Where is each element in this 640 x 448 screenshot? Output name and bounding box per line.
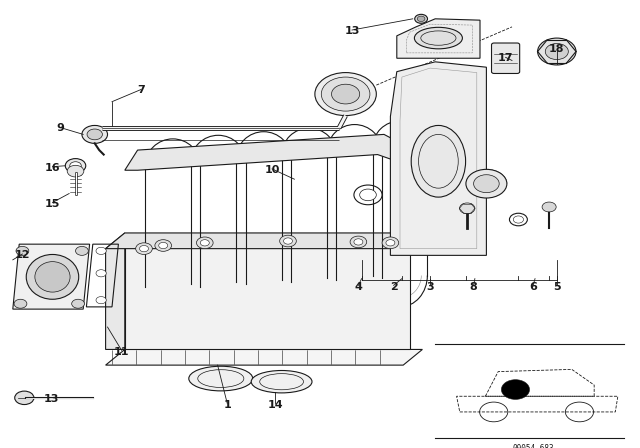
Text: 4: 4: [355, 282, 362, 292]
Ellipse shape: [189, 366, 253, 391]
Circle shape: [96, 270, 106, 277]
Polygon shape: [106, 233, 410, 249]
Circle shape: [321, 77, 370, 111]
Ellipse shape: [412, 125, 466, 197]
Circle shape: [354, 239, 363, 245]
Circle shape: [386, 240, 395, 246]
Circle shape: [96, 297, 106, 304]
Circle shape: [460, 203, 475, 214]
Text: 9: 9: [57, 123, 65, 133]
Polygon shape: [125, 233, 410, 349]
Circle shape: [14, 299, 27, 308]
Circle shape: [466, 169, 507, 198]
Circle shape: [16, 246, 29, 255]
Circle shape: [140, 246, 148, 252]
Circle shape: [96, 247, 106, 254]
Circle shape: [382, 237, 399, 249]
Polygon shape: [106, 233, 125, 349]
Text: 11: 11: [114, 347, 129, 357]
Circle shape: [87, 129, 102, 140]
Polygon shape: [397, 19, 480, 58]
Polygon shape: [390, 62, 486, 255]
Circle shape: [159, 242, 168, 249]
Ellipse shape: [26, 254, 79, 299]
Circle shape: [542, 202, 556, 212]
Circle shape: [332, 84, 360, 104]
Circle shape: [417, 16, 425, 22]
Ellipse shape: [415, 27, 463, 49]
Circle shape: [280, 235, 296, 247]
Text: 15: 15: [45, 199, 60, 209]
Circle shape: [513, 216, 524, 223]
Polygon shape: [13, 244, 90, 309]
FancyBboxPatch shape: [401, 220, 428, 246]
Circle shape: [82, 125, 108, 143]
Text: 6: 6: [529, 282, 537, 292]
Text: 5: 5: [553, 282, 561, 292]
Circle shape: [70, 162, 81, 170]
Text: 2: 2: [390, 282, 397, 292]
Circle shape: [538, 38, 576, 65]
Circle shape: [200, 240, 209, 246]
Circle shape: [415, 14, 428, 23]
Circle shape: [474, 175, 499, 193]
Circle shape: [350, 236, 367, 248]
Text: 13: 13: [344, 26, 360, 36]
Text: 13: 13: [44, 394, 59, 404]
Circle shape: [196, 237, 213, 249]
Text: 17: 17: [498, 53, 513, 63]
Text: 12: 12: [15, 250, 30, 260]
Ellipse shape: [252, 370, 312, 393]
Text: 10: 10: [264, 165, 280, 175]
Text: 18: 18: [549, 44, 564, 54]
Polygon shape: [106, 349, 422, 365]
Text: 00054-683: 00054-683: [513, 444, 554, 448]
Circle shape: [501, 380, 529, 400]
Circle shape: [545, 43, 568, 60]
Polygon shape: [125, 134, 410, 170]
Circle shape: [315, 73, 376, 116]
Circle shape: [72, 299, 84, 308]
Text: 14: 14: [268, 401, 283, 410]
Circle shape: [65, 159, 86, 173]
Text: 1: 1: [223, 401, 231, 410]
Circle shape: [67, 165, 84, 177]
Circle shape: [136, 243, 152, 254]
Ellipse shape: [35, 262, 70, 292]
Text: 16: 16: [45, 163, 60, 173]
Circle shape: [76, 246, 88, 255]
Circle shape: [360, 189, 376, 201]
Circle shape: [155, 240, 172, 251]
Circle shape: [15, 391, 34, 405]
Text: 8: 8: [470, 282, 477, 292]
Text: 3: 3: [426, 282, 434, 292]
Circle shape: [284, 238, 292, 244]
Text: 7: 7: [137, 85, 145, 95]
FancyBboxPatch shape: [492, 43, 520, 73]
